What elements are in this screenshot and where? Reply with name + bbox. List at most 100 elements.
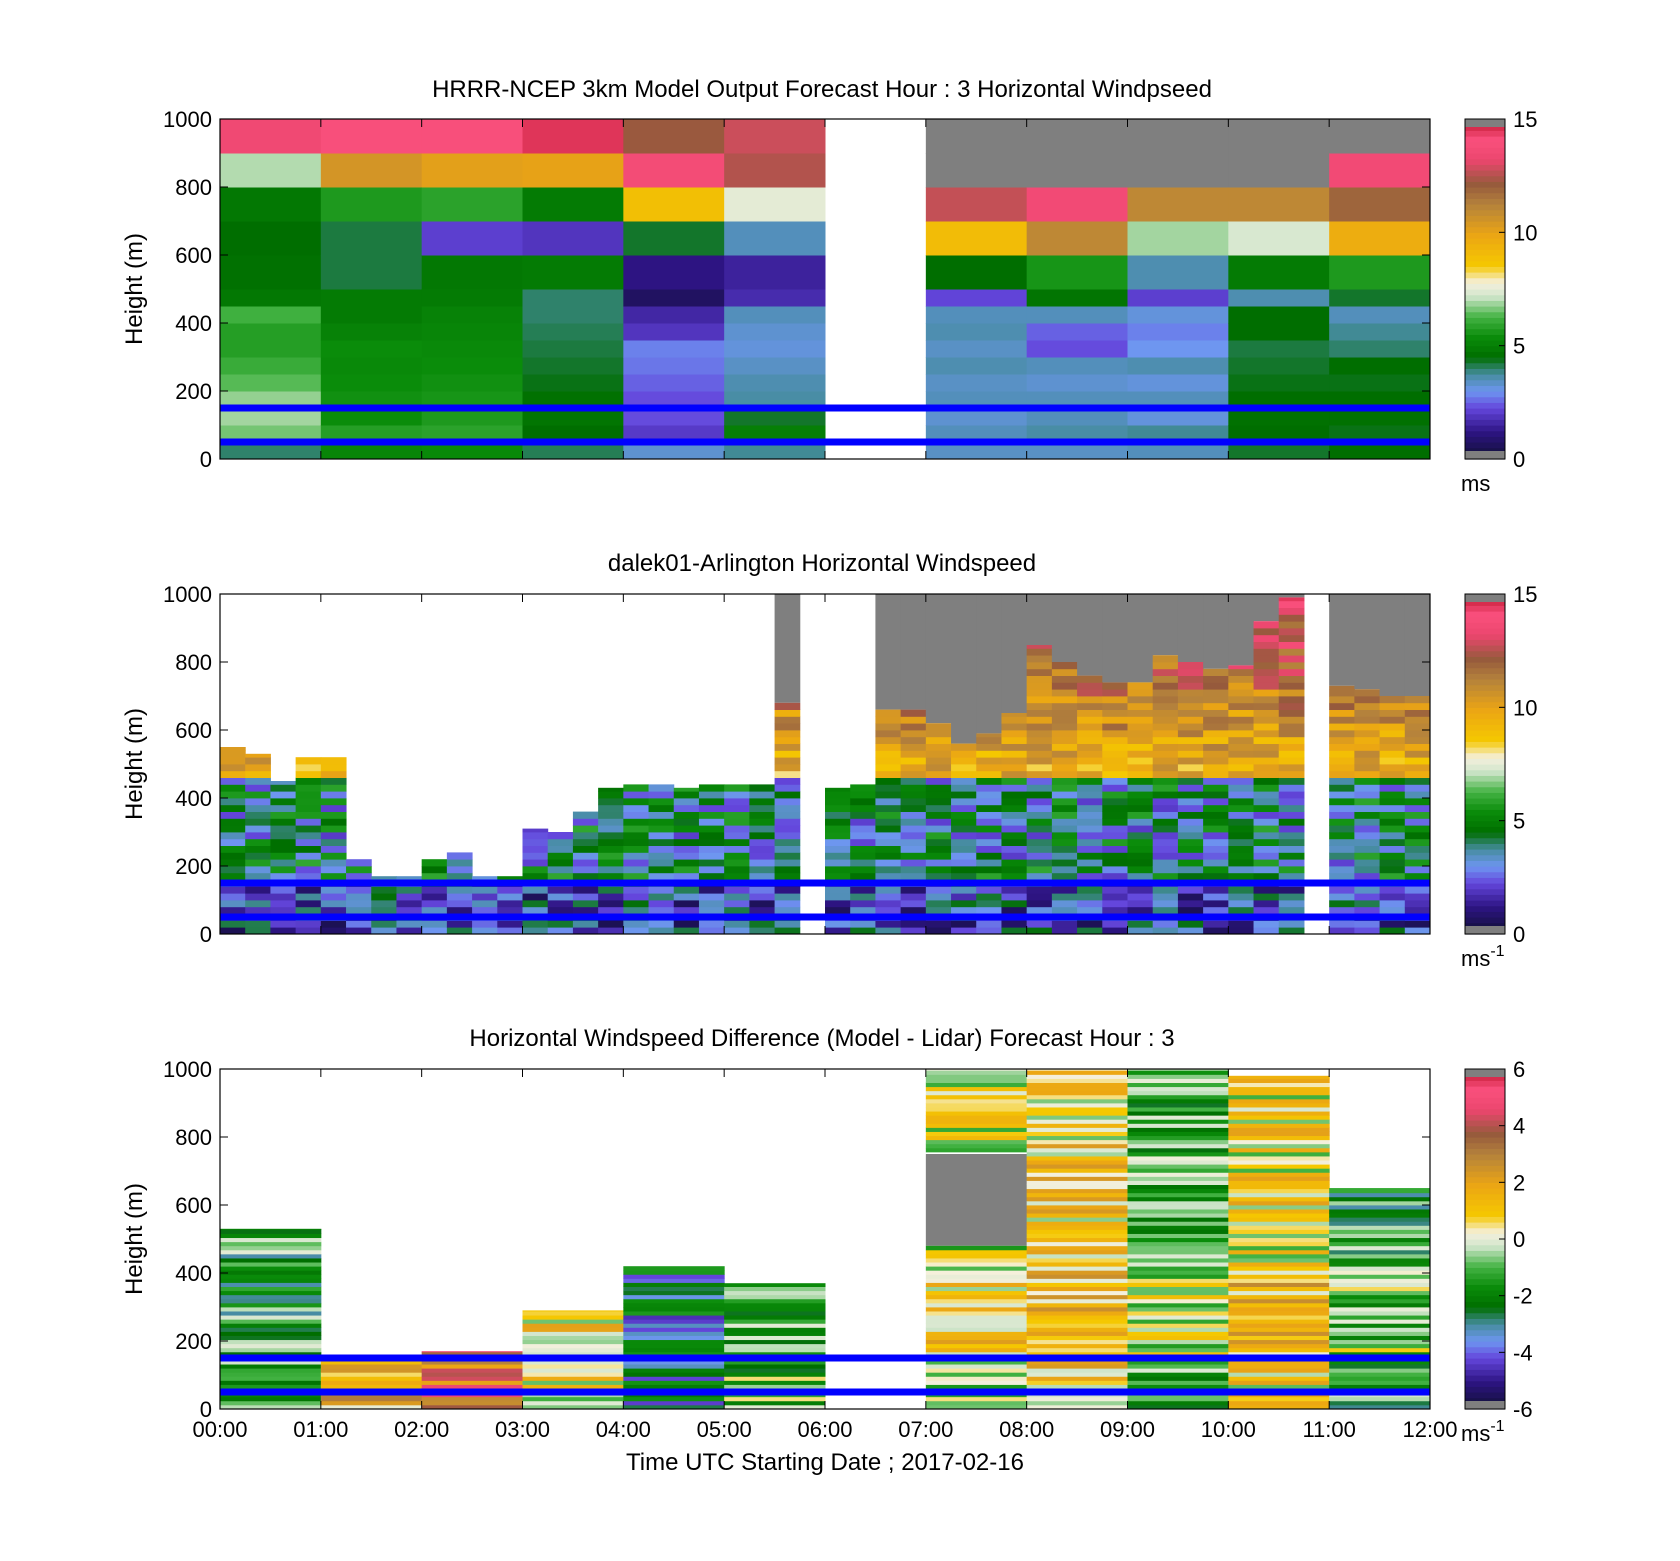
heatmap-cell [1026,1347,1128,1353]
heatmap-cell [1026,750,1053,758]
heatmap-cell [446,906,473,914]
heatmap-cell [320,770,347,778]
heatmap-cell [1001,900,1028,908]
heatmap-cell [724,1290,826,1296]
heatmap-cell [825,859,851,867]
heatmap-cell [925,1278,1028,1283]
heatmap-cell [421,866,448,874]
colorbar-segment [1465,1165,1505,1172]
x-tick-label: 09:00 [1100,1417,1155,1442]
heatmap-cell [749,920,776,928]
heatmap-cell [320,764,347,772]
heatmap-cell [220,1249,322,1255]
heatmap-cell [774,886,801,894]
heatmap-cell [1228,665,1255,670]
heatmap-cell [724,1298,826,1304]
heatmap-cell [1026,1172,1128,1177]
y-tick-label: 200 [175,1329,212,1354]
heatmap-cell [497,927,523,935]
heatmap-cell [1152,750,1179,758]
x-tick-label: 03:00 [495,1417,550,1442]
heatmap-cell [1329,1319,1431,1324]
heatmap-cell [320,1360,423,1365]
heatmap-cell [1329,1400,1431,1406]
heatmap-cell [220,852,246,860]
heatmap-cell [1077,927,1103,935]
heatmap-cell [1278,811,1305,819]
heatmap-cell [220,1245,322,1251]
heatmap-cell [245,900,271,908]
heatmap-cell [673,787,700,792]
heatmap-cell [547,920,574,928]
heatmap-cell [749,804,776,812]
heatmap-cell [1228,716,1255,724]
heatmap-cell [320,757,347,765]
heatmap-cell [1354,757,1381,765]
heatmap-cell [1026,1131,1128,1137]
heatmap-cell [1102,920,1128,928]
heatmap-cell [1127,1184,1229,1190]
heatmap-cell [648,804,675,812]
heatmap-cell [1379,798,1406,806]
heatmap-cell [951,743,977,751]
heatmap-cell [1026,1074,1128,1079]
heatmap-cell [1026,1107,1128,1112]
heatmap-cell [1228,784,1255,792]
y-tick-label: 200 [175,379,212,404]
heatmap-cell [320,187,423,222]
heatmap-cell [1026,1323,1128,1328]
heatmap-cell [1228,1404,1330,1410]
colorbar-segment [1465,175,1505,182]
panel-title: Horizontal Windspeed Difference (Model -… [469,1025,1174,1052]
heatmap-cell [925,1347,1028,1353]
heatmap-cell [1077,675,1103,683]
heatmap-cell [1001,757,1028,765]
heatmap-cell [1026,1298,1128,1304]
heatmap-cell [724,289,826,307]
heatmap-cell [925,1245,1028,1251]
heatmap-cell [774,791,801,799]
heatmap-cell [623,425,725,443]
colorbar-segment [1465,1108,1505,1115]
heatmap-cell [1354,804,1381,812]
heatmap-cell [421,927,448,935]
heatmap-cell [1127,1123,1229,1128]
heatmap-cell [1026,1115,1128,1120]
heatmap-cell [1026,852,1053,860]
heatmap-cell [648,927,675,935]
heatmap-cell [623,927,650,935]
heatmap-cell [623,1302,725,1308]
heatmap-cell [1278,791,1305,799]
heatmap-cell [1127,791,1154,799]
heatmap-cell [270,832,297,840]
heatmap-cell [774,723,801,731]
heatmap-cell [220,1368,322,1373]
heatmap-cell [1102,730,1128,738]
heatmap-cell [220,408,322,426]
heatmap-cell [1001,852,1028,860]
heatmap-cell [1228,1396,1330,1402]
heatmap-cell [1152,743,1179,751]
heatmap-cell [1329,1196,1431,1202]
heatmap-cell [825,845,851,853]
colorbar-segment [1465,888,1505,895]
colorbar-segment [1465,1341,1505,1348]
heatmap-cell [1127,770,1154,778]
colorbar-segment [1465,1103,1505,1110]
heatmap-cell [951,927,977,935]
heatmap-cell [371,927,397,935]
heatmap-cell [446,927,473,935]
colorbar-segment [1465,1363,1505,1370]
heatmap-cell [1026,845,1053,853]
heatmap-cell [270,927,297,935]
heatmap-cell [1329,1384,1431,1389]
heatmap-cell [1127,1376,1229,1381]
heatmap-cell [1127,1176,1229,1181]
heatmap-cell [1278,886,1305,894]
missing-data-block [875,594,902,710]
colorbar-segment [1465,260,1505,267]
colorbar-segment [1465,306,1505,313]
heatmap-cell [320,900,347,908]
heatmap-cell [1127,832,1154,840]
